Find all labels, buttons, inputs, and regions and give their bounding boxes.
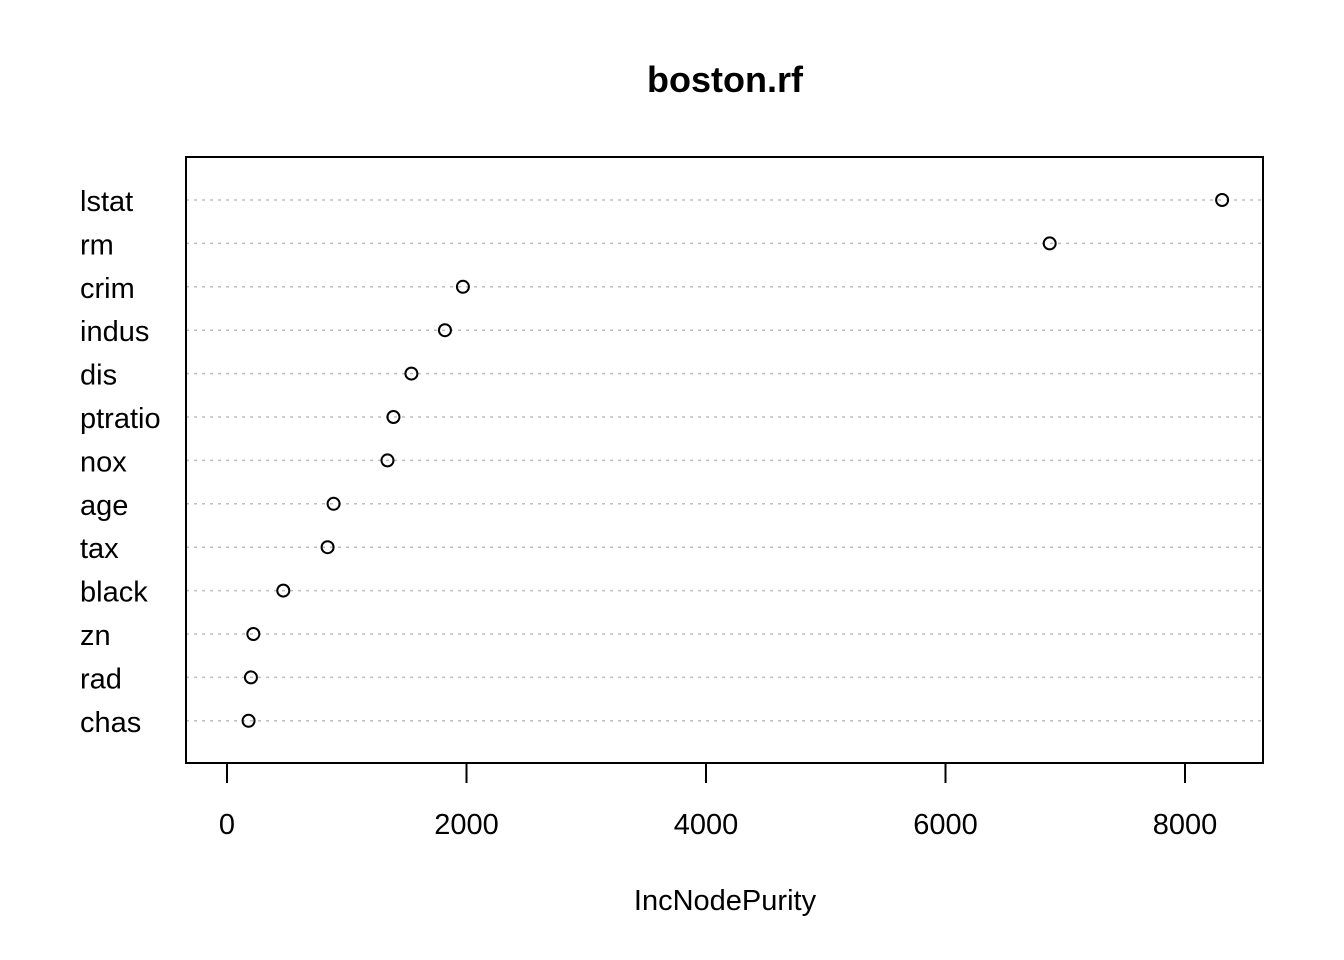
x-axis-title: IncNodePurity: [634, 885, 817, 917]
category-label-dis: dis: [80, 360, 117, 392]
grid-lines: [186, 199, 1263, 722]
category-label-crim: crim: [80, 273, 135, 305]
x-tick-label-8000: 8000: [1153, 809, 1218, 841]
data-point-crim: [455, 279, 470, 294]
category-label-age: age: [80, 490, 128, 522]
data-point-lstat: [1215, 193, 1230, 207]
x-tick-label-4000: 4000: [674, 809, 739, 841]
data-point-zn: [246, 627, 261, 641]
data-point-ptratio: [386, 410, 401, 424]
chart-title: boston.rf: [647, 59, 804, 100]
data-point-indus: [437, 323, 452, 338]
data-point-tax: [320, 540, 335, 555]
category-label-rm: rm: [80, 229, 114, 261]
category-label-tax: tax: [80, 533, 119, 565]
category-labels: lstat rm crim indus dis ptratio nox age tax black…: [80, 186, 161, 739]
x-tick-label-2000: 2000: [434, 809, 499, 841]
data-point-dis: [404, 366, 419, 381]
x-tick-label-0: 0: [219, 809, 235, 841]
x-tick-label-6000: 6000: [913, 809, 978, 841]
data-point-rad: [243, 670, 258, 685]
data-point-chas: [241, 713, 256, 728]
category-label-zn: zn: [80, 620, 111, 652]
category-label-lstat: lstat: [80, 186, 133, 218]
data-point-age: [326, 496, 341, 511]
category-label-ptratio: ptratio: [80, 403, 161, 435]
category-label-indus: indus: [80, 316, 149, 348]
data-point-nox: [380, 453, 395, 468]
data-point-rm: [1042, 236, 1057, 251]
data-point-black: [276, 583, 291, 598]
x-axis: 0 2000 4000 6000 8000: [219, 762, 1218, 841]
category-label-black: black: [80, 577, 148, 609]
category-label-chas: chas: [80, 707, 141, 739]
data-points: [241, 193, 1230, 728]
category-label-nox: nox: [80, 446, 127, 478]
category-label-rad: rad: [80, 663, 122, 695]
